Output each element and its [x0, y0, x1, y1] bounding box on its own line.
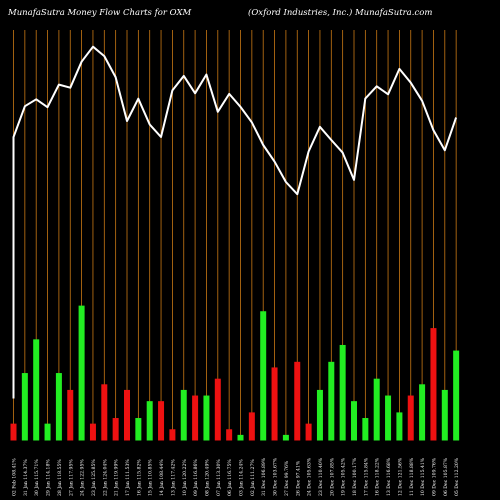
flow-bar [67, 389, 74, 441]
flow-bar [192, 395, 199, 441]
flow-bar [44, 423, 51, 441]
x-tick-label: 23 Jan 125.85% [91, 459, 97, 496]
x-tick-label: 26 Dec 97.41% [295, 460, 301, 496]
flow-bar [21, 373, 28, 441]
x-tick-label: 15 Jan 110.85% [148, 459, 154, 496]
x-tick-label: 17 Jan 111.53% [125, 459, 131, 496]
x-tick-label: 08 Jan 120.49% [204, 459, 210, 496]
price-series-line [12, 45, 458, 399]
chart-subtitle: (Oxford Industries, Inc.) MunafaSutra.co… [248, 8, 433, 18]
flow-bar [146, 401, 153, 441]
flow-bar [124, 389, 130, 441]
flow-bar [260, 311, 267, 441]
flow-bar [78, 305, 85, 441]
flow-bars [10, 305, 460, 441]
x-tick-label: 30 Jan 115.71% [34, 459, 40, 496]
flow-bar [226, 429, 233, 441]
flow-bar [316, 389, 323, 441]
flow-bar [419, 384, 426, 441]
x-tick-label: 21 Jan 119.99% [114, 459, 120, 496]
x-tick-label: 19 Dec 105.42% [341, 457, 347, 496]
flow-bar [214, 378, 221, 441]
flow-bar [203, 395, 210, 441]
x-tick-label: 16 Dec 118.22% [375, 457, 381, 496]
price-line [12, 45, 458, 399]
flow-bar [385, 395, 392, 441]
flow-bar [112, 418, 119, 441]
flow-bar [10, 423, 17, 441]
flow-bar [328, 361, 335, 441]
flow-bar [453, 350, 460, 441]
x-tick-label: 03 Jan 114.24% [239, 459, 245, 496]
x-tick-label: 07 Jan 113.30% [216, 459, 222, 496]
x-tick-label: 18 Dec 100.17% [352, 457, 358, 496]
x-tick-label: 28 Jan 118.55% [57, 459, 63, 496]
x-tick-label: 13 Dec 116.68% [386, 457, 392, 496]
x-tick-label: 27 Jan 117.95% [68, 459, 74, 496]
x-tick-label: 09 Jan 116.86% [193, 459, 199, 496]
x-tick-label: 13 Jan 117.42% [170, 459, 176, 496]
flow-bar [441, 389, 448, 441]
x-tick-label: 12 Dec 121.56% [397, 457, 403, 496]
flow-bar [101, 384, 108, 441]
x-tick-label: 14 Jan 108.44% [159, 459, 165, 496]
x-tick-label: 24 Jan 122.95% [80, 459, 86, 496]
x-tick-label: 31 Jan 114.37% [23, 459, 29, 496]
flow-bar [55, 373, 62, 441]
x-tick-label: 17 Dec 115.84% [363, 457, 369, 496]
x-tick-label: 06 Jan 116.75% [227, 459, 233, 496]
x-tick-label: 10 Jan 120.22% [182, 459, 188, 496]
x-tick-label: 27 Dec 99.76% [284, 460, 290, 496]
x-tick-label: 16 Jan 115.82% [136, 459, 142, 496]
flow-bar [339, 344, 346, 441]
flow-bar [294, 361, 301, 441]
x-tick-label: 06 Dec 105.87% [443, 457, 449, 496]
x-tick-label: 02 Feb 108.41% [12, 458, 18, 496]
flow-bar [373, 378, 380, 441]
flow-bar [248, 412, 255, 441]
flow-bar [180, 389, 187, 441]
flow-bar [351, 401, 357, 441]
flow-bar [33, 339, 40, 441]
flow-bar [169, 429, 176, 441]
flow-bar [158, 401, 165, 441]
x-tick-label: 23 Dec 110.40% [318, 457, 324, 496]
x-tick-labels: 02 Feb 108.41% 31 Jan 114.37% 30 Jan 115.7… [12, 457, 461, 496]
x-tick-label: 11 Dec 118.88% [409, 457, 415, 496]
x-tick-label: 20 Dec 107.85% [329, 457, 335, 496]
flow-bar [271, 367, 278, 441]
x-tick-label: 30 Dec 103.67% [273, 457, 279, 496]
flow-bar [135, 418, 142, 441]
x-tick-label: 02 Jan 111.27% [250, 459, 256, 496]
flow-bar [430, 328, 437, 441]
flow-bar [396, 412, 403, 441]
x-tick-label: 09 Dec 109.76% [431, 457, 437, 496]
flow-bar [282, 434, 289, 441]
x-tick-label: 29 Jan 114.18% [46, 459, 52, 496]
x-tick-label: 22 Jan 124.04% [102, 459, 108, 496]
x-tick-label: 10 Dec 115.41% [420, 457, 426, 496]
flow-bar [305, 423, 312, 441]
x-tick-label: 05 Dec 112.20% [454, 457, 460, 496]
flow-bar [362, 418, 369, 441]
flow-bar [237, 434, 244, 441]
x-tick-label: 31 Dec 106.89% [261, 457, 267, 496]
flow-bar [407, 395, 414, 441]
chart-title: MunafaSutra Money Flow Charts for OXM [8, 8, 192, 18]
x-tick-label: 24 Dec 105.63% [307, 457, 313, 496]
flow-bar [89, 423, 96, 441]
